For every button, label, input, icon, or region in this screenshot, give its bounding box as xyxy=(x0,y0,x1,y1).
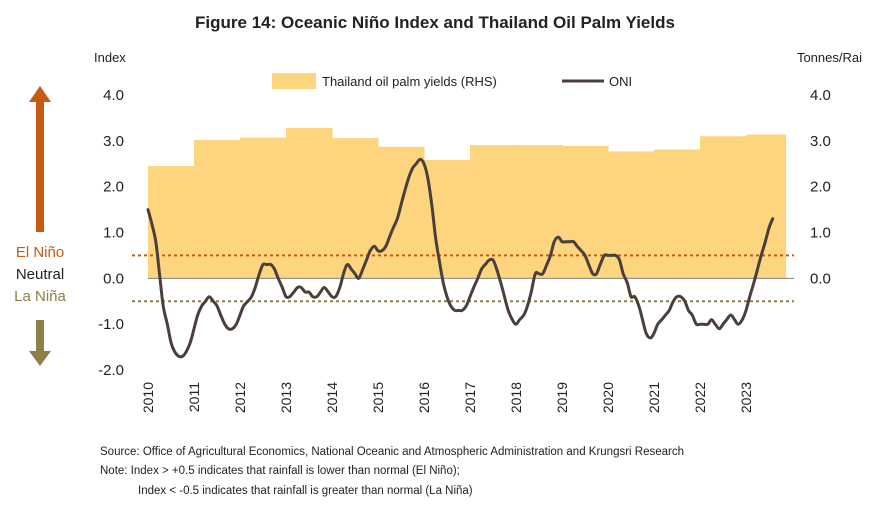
left-axis-ticks: 4.0 3.0 2.0 1.0 0.0 -1.0 -2.0 xyxy=(98,87,124,379)
legend-swatch-yields xyxy=(272,73,316,89)
la-nina-arrow-icon xyxy=(29,320,51,366)
x-tick-label: 2016 xyxy=(416,382,432,413)
right-tick-label: 2.0 xyxy=(810,179,831,196)
note-la-nina: Index < -0.5 indicates that rainfall is … xyxy=(138,485,473,497)
yield-bar-2011 xyxy=(194,139,241,279)
x-tick-label: 2015 xyxy=(370,382,386,413)
legend-label-yields: Thailand oil palm yields (RHS) xyxy=(322,74,497,89)
yield-bar-2014 xyxy=(332,138,379,279)
left-tick-label: 4.0 xyxy=(103,87,124,104)
x-tick-label: 2020 xyxy=(600,382,616,413)
yield-bar-2020 xyxy=(608,151,655,279)
x-tick-label: 2013 xyxy=(278,382,294,413)
x-tick-label: 2021 xyxy=(646,382,662,413)
chart-title: Figure 14: Oceanic Niño Index and Thaila… xyxy=(195,13,675,32)
left-tick-label: -2.0 xyxy=(98,362,124,379)
source-note: Source: Office of Agricultural Economics… xyxy=(100,446,684,458)
left-tick-label: 1.0 xyxy=(103,225,124,242)
x-tick-label: 2010 xyxy=(140,382,156,413)
note-el-nino: Note: Index > +0.5 indicates that rainfa… xyxy=(100,465,460,477)
right-tick-label: 1.0 xyxy=(810,225,831,242)
yield-bar-2012 xyxy=(240,137,287,279)
x-tick-label: 2017 xyxy=(462,382,478,413)
x-tick-label: 2011 xyxy=(186,382,202,412)
el-nino-arrow-icon xyxy=(29,86,51,232)
x-tick-label: 2014 xyxy=(324,382,340,413)
yield-bar-2015 xyxy=(378,146,425,279)
right-tick-label: 0.0 xyxy=(810,270,831,287)
x-tick-label: 2012 xyxy=(232,382,248,413)
left-tick-label: 0.0 xyxy=(103,270,124,287)
el-nino-label: El Niño xyxy=(16,244,64,261)
right-tick-label: 3.0 xyxy=(810,133,831,150)
x-tick-label: 2018 xyxy=(508,382,524,413)
oni-line-layer xyxy=(146,157,775,359)
x-tick-label: 2019 xyxy=(554,382,570,413)
right-axis-label: Tonnes/Rai xyxy=(797,50,862,65)
right-tick-label: 4.0 xyxy=(810,87,831,104)
yield-bar-2022 xyxy=(700,136,747,279)
yield-area-layer xyxy=(148,128,787,279)
yield-bar-2016 xyxy=(424,160,471,279)
x-tick-label: 2023 xyxy=(738,382,754,413)
left-tick-label: -1.0 xyxy=(98,316,124,333)
neutral-label: Neutral xyxy=(16,266,64,283)
legend-label-oni: ONI xyxy=(609,74,632,89)
left-axis-label: Index xyxy=(94,50,126,65)
left-tick-label: 2.0 xyxy=(103,179,124,196)
oni-series-line xyxy=(146,157,775,359)
right-axis-ticks: 4.0 3.0 2.0 1.0 0.0 xyxy=(810,87,831,287)
x-axis-ticks: 2010 2011 2012 2013 2014 2015 2016 2017 2018 2019… xyxy=(140,382,754,413)
left-tick-label: 3.0 xyxy=(103,133,124,150)
yield-bar-2018 xyxy=(516,144,563,279)
reference-lines xyxy=(132,254,794,303)
yield-bar-2010 xyxy=(148,166,195,279)
yield-bar-2023 xyxy=(746,134,787,279)
la-nina-label: La Niña xyxy=(14,288,66,305)
yield-bar-2013 xyxy=(286,128,333,279)
x-tick-label: 2022 xyxy=(692,382,708,413)
yield-bar-2021 xyxy=(654,149,701,279)
